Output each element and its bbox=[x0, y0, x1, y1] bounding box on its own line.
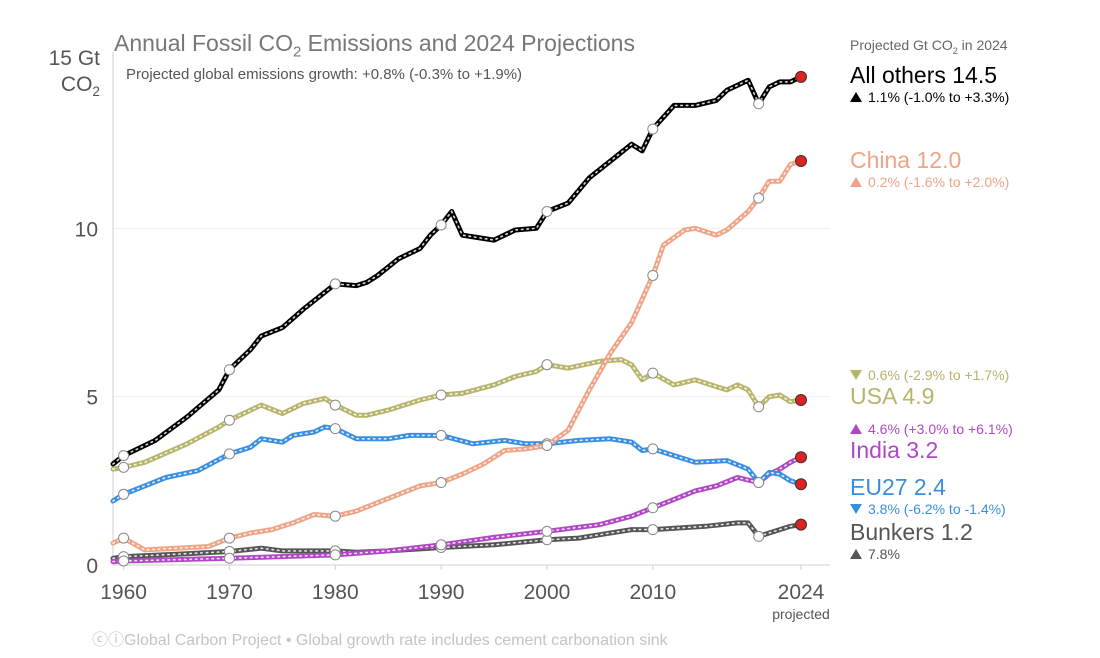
data-point-others bbox=[223, 364, 235, 376]
x-tick-note: projected bbox=[772, 606, 830, 622]
legend-others: All others 14.5 1.1% (-1.0% to +3.3%) bbox=[850, 62, 1009, 105]
data-point-others bbox=[329, 278, 341, 290]
y-tick-label: 10 bbox=[75, 218, 98, 241]
legend-usa-name: USA 4.9 bbox=[850, 383, 935, 409]
chart-subtitle: Projected global emissions growth: +0.8%… bbox=[126, 66, 523, 83]
legend-others-rate: 1.1% (-1.0% to +3.3%) bbox=[850, 89, 1009, 105]
data-point-china bbox=[329, 510, 341, 522]
x-tick-label: 2010 bbox=[629, 581, 676, 604]
triangle-up-icon bbox=[850, 549, 862, 560]
triangle-down-icon bbox=[850, 504, 862, 515]
legend-india: 4.6% (+3.0% to +6.1%) India 3.2 bbox=[850, 421, 1013, 464]
x-tick-label: 2000 bbox=[524, 581, 571, 604]
data-point-bunkers bbox=[753, 530, 765, 542]
projection-marker-eu27 bbox=[795, 478, 807, 491]
data-point-china bbox=[647, 269, 659, 281]
footer-credit: ⓒⓘGlobal Carbon Project • Global growth … bbox=[92, 632, 668, 649]
data-point-india bbox=[647, 502, 659, 514]
data-point-eu27 bbox=[329, 423, 341, 435]
data-point-others bbox=[541, 206, 553, 217]
legend-bunkers: Bunkers 1.2 7.8% bbox=[850, 519, 973, 562]
data-point-usa bbox=[435, 389, 447, 401]
projection-marker-china bbox=[795, 155, 807, 167]
legend-china: China 12.0 0.2% (-1.6% to +2.0%) bbox=[850, 147, 1009, 190]
series-layer bbox=[110, 70, 807, 567]
axes bbox=[112, 52, 830, 570]
series-others bbox=[110, 70, 807, 467]
series-china bbox=[110, 155, 807, 553]
legend-china-name: China 12.0 bbox=[850, 147, 962, 173]
x-tick-label: 1970 bbox=[206, 581, 253, 604]
legend-eu27-rate: 3.8% (-6.2% to -1.4%) bbox=[850, 501, 1006, 517]
projection-marker-india bbox=[795, 451, 807, 464]
data-point-eu27 bbox=[118, 488, 130, 500]
series-dots-eu27 bbox=[112, 426, 802, 502]
data-point-others bbox=[647, 123, 659, 135]
projection-marker-bunkers bbox=[795, 518, 807, 531]
legend-china-rate: 0.2% (-1.6% to +2.0%) bbox=[850, 174, 1009, 190]
data-point-usa bbox=[118, 461, 130, 473]
legend-usa: 0.6% (-2.9% to +1.7%) USA 4.9 bbox=[850, 367, 1009, 410]
legend-header: Projected Gt CO2 in 2024 bbox=[850, 37, 1008, 56]
triangle-up-icon bbox=[850, 424, 862, 435]
data-point-india bbox=[329, 549, 341, 561]
data-point-usa bbox=[329, 399, 341, 411]
legend-others-name: All others 14.5 bbox=[850, 62, 998, 88]
legend-bunkers-rate: 7.8% bbox=[850, 546, 973, 562]
legend-eu27-name: EU27 2.4 bbox=[850, 474, 946, 500]
legend-eu27: EU27 2.4 3.8% (-6.2% to -1.4%) bbox=[850, 474, 1006, 517]
data-point-india bbox=[541, 525, 553, 537]
data-point-china bbox=[541, 439, 553, 451]
series-dots-china bbox=[112, 160, 802, 551]
triangle-down-icon bbox=[850, 370, 862, 381]
data-point-usa bbox=[223, 414, 235, 426]
series-usa bbox=[110, 357, 807, 473]
data-point-usa bbox=[647, 367, 659, 379]
x-tick-label: 1980 bbox=[312, 581, 359, 604]
data-point-usa bbox=[753, 401, 765, 413]
triangle-up-icon bbox=[850, 177, 862, 188]
chart-title: Annual Fossil CO2 Emissions and 2024 Pro… bbox=[114, 30, 635, 61]
x-tick-label: 2024 bbox=[778, 581, 825, 604]
x-tick-label: 1960 bbox=[100, 581, 147, 604]
series-line-usa bbox=[110, 357, 804, 472]
data-point-china bbox=[118, 532, 130, 544]
legend-usa-rate: 0.6% (-2.9% to +1.7%) bbox=[850, 367, 1009, 383]
projection-marker-others bbox=[795, 70, 807, 83]
series-dots-others bbox=[112, 76, 802, 465]
legend-bunkers-name: Bunkers 1.2 bbox=[850, 519, 973, 545]
data-point-usa bbox=[541, 359, 553, 371]
y-axis-unit: 15 Gt CO2 bbox=[48, 47, 100, 100]
data-point-china bbox=[223, 532, 235, 544]
grid-lines bbox=[113, 227, 830, 398]
data-point-others bbox=[435, 219, 447, 231]
data-point-india bbox=[223, 552, 235, 564]
data-point-others bbox=[753, 98, 765, 110]
projection-marker-usa bbox=[795, 394, 807, 407]
data-point-china bbox=[435, 477, 447, 489]
data-point-china bbox=[753, 192, 765, 204]
series-dots-usa bbox=[112, 358, 802, 470]
y-tick-label: 5 bbox=[86, 387, 98, 410]
tick-labels: 0 5 10 1960 1970 1980 1990 2000 2010 2024 projecte… bbox=[75, 218, 830, 622]
data-point-eu27 bbox=[753, 477, 765, 489]
triangle-up-icon bbox=[850, 92, 862, 103]
data-point-eu27 bbox=[647, 443, 659, 455]
data-point-bunkers bbox=[647, 524, 659, 536]
data-point-eu27 bbox=[435, 429, 447, 441]
data-point-india bbox=[435, 539, 447, 551]
y-tick-label: 0 bbox=[86, 555, 98, 578]
legend-india-name: India 3.2 bbox=[850, 437, 939, 463]
x-tick-label: 1990 bbox=[418, 581, 465, 604]
legend-india-rate: 4.6% (+3.0% to +6.1%) bbox=[850, 421, 1013, 437]
data-point-india bbox=[118, 555, 130, 567]
data-point-eu27 bbox=[223, 448, 235, 460]
data-point-others bbox=[118, 450, 130, 462]
series-line-others bbox=[110, 74, 804, 467]
